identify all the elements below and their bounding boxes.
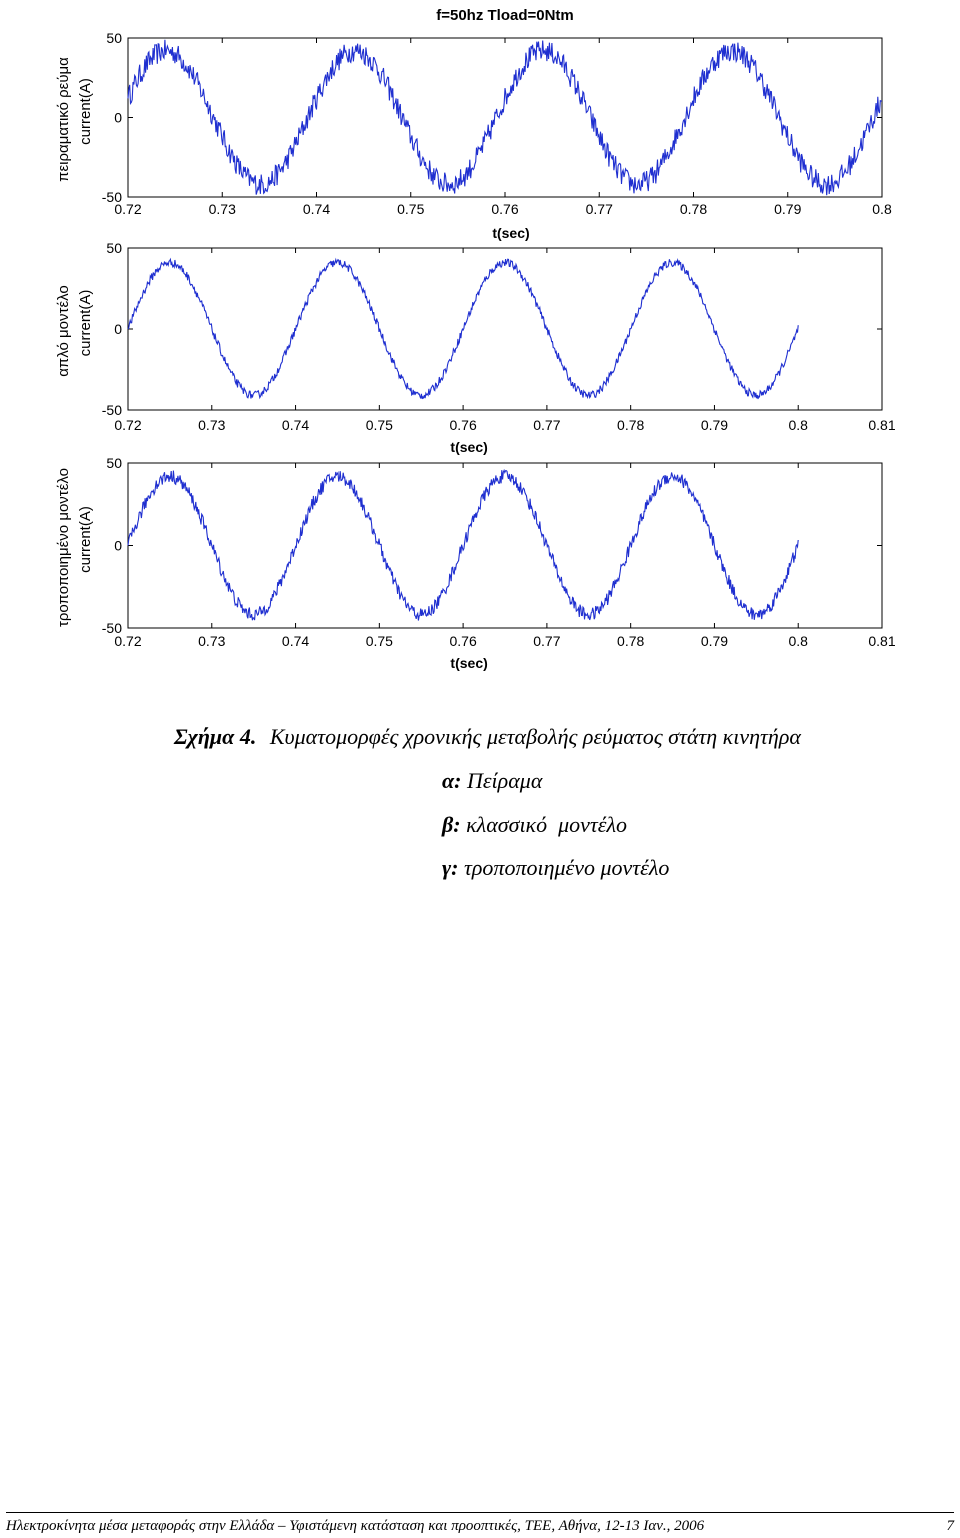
caption-item-text: Πείραμα: [467, 768, 543, 793]
page-number: 7: [946, 1517, 955, 1534]
y-axis-label-2: current(A): [77, 78, 94, 145]
y-tick-label: -50: [102, 189, 122, 205]
y-axis-label-1: τροποποιημένο μοντέλο: [55, 468, 72, 627]
y-tick-label: 50: [106, 30, 122, 46]
x-tick-label: 0.74: [303, 201, 330, 217]
caption-item-text: κλασσικό μοντέλο: [466, 812, 627, 837]
caption-item-alpha: α: Πείραμα: [442, 768, 542, 794]
footer-rule: [6, 1512, 954, 1513]
current-waveform: [127, 257, 799, 400]
figure-4-waveforms: f=50hz Tload=0Ntm 0.72 0.73 0.74 0.75 0.76 0.…: [55, 7, 896, 671]
y-axis-label-1: πειραματικό ρεύμα: [55, 57, 72, 182]
x-tick-label: 0.77: [533, 417, 560, 433]
x-axis-label: t(sec): [450, 655, 487, 671]
chart-panel-3: [127, 462, 883, 629]
x-tick-label: 0.72: [114, 417, 141, 433]
current-waveform: [127, 39, 883, 196]
figure-title: f=50hz Tload=0Ntm: [436, 7, 574, 24]
y-axis-label-1: απλό μοντέλο: [55, 285, 72, 377]
caption-item-key: β:: [442, 812, 461, 837]
caption-item-gamma: γ: τροποποιημένο μοντέλο: [442, 855, 669, 881]
figure-caption-label: Σχήμα 4.: [174, 724, 257, 749]
x-tick-label: 0.74: [282, 633, 309, 649]
chart-panel-1: [127, 37, 883, 198]
x-tick-label: 0.78: [617, 417, 644, 433]
y-tick-label: 0: [114, 321, 122, 337]
plot-area: [127, 37, 883, 198]
y-tick-label: 50: [106, 455, 122, 471]
plot-area: [127, 462, 883, 629]
x-tick-label: 0.75: [397, 201, 424, 217]
x-tick-label: 0.76: [449, 417, 476, 433]
y-tick-label: 50: [106, 240, 122, 256]
x-tick-label: 0.76: [449, 633, 476, 649]
x-tick-label: 0.8: [788, 417, 808, 433]
caption-item-key: α:: [442, 768, 462, 793]
figure-caption-line: Σχήμα 4. Κυματομορφές χρονικής μεταβολής…: [174, 724, 801, 750]
page-footer: Ηλεκτροκίνητα μέσα μεταφοράς στην Ελλάδα…: [6, 1515, 954, 1537]
x-tick-label: 0.81: [868, 633, 895, 649]
x-tick-label: 0.77: [533, 633, 560, 649]
x-tick-label: 0.73: [198, 633, 225, 649]
y-axis-label-2: current(A): [77, 506, 94, 573]
x-tick-label: 0.78: [680, 201, 707, 217]
chart-panel-2: [127, 247, 883, 411]
x-tick-label: 0.73: [198, 417, 225, 433]
x-tick-label: 0.74: [282, 417, 309, 433]
x-axis-label: t(sec): [492, 225, 529, 241]
x-tick-label: 0.8: [788, 633, 808, 649]
x-tick-label: 0.72: [114, 633, 141, 649]
x-tick-label: 0.8: [872, 201, 892, 217]
y-tick-label: 0: [114, 110, 122, 126]
x-tick-label: 0.73: [209, 201, 236, 217]
x-axis-label: t(sec): [450, 439, 487, 455]
x-tick-label: 0.77: [586, 201, 613, 217]
x-tick-label: 0.79: [701, 633, 728, 649]
caption-item-text: τροποποιημένο μοντέλο: [463, 855, 670, 880]
x-tick-label: 0.75: [366, 633, 393, 649]
y-tick-label: -50: [102, 402, 122, 418]
x-tick-label: 0.75: [366, 417, 393, 433]
x-tick-label: 0.76: [491, 201, 518, 217]
current-waveform: [127, 468, 799, 621]
y-tick-label: -50: [102, 620, 122, 636]
x-tick-label: 0.81: [868, 417, 895, 433]
x-tick-label: 0.79: [701, 417, 728, 433]
figure-caption-text: Κυματομορφές χρονικής μεταβολής ρεύματος…: [269, 724, 801, 749]
y-axis-label-2: current(A): [77, 290, 94, 357]
caption-item-key: γ:: [442, 855, 459, 880]
x-tick-label: 0.78: [617, 633, 644, 649]
caption-item-beta: β: κλασσικό μοντέλο: [442, 812, 627, 838]
plot-area: [127, 247, 883, 411]
x-tick-label: 0.72: [114, 201, 141, 217]
y-tick-label: 0: [114, 538, 122, 554]
footer-text: Ηλεκτροκίνητα μέσα μεταφοράς στην Ελλάδα…: [6, 1517, 705, 1534]
x-tick-label: 0.79: [774, 201, 801, 217]
